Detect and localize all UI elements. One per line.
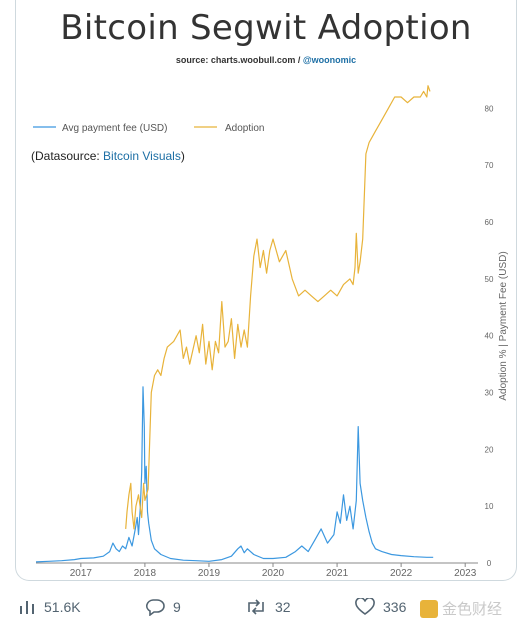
x-tick-label: 2019 <box>198 568 221 579</box>
y-axis-label: Adoption % | Payment Fee (USD) <box>498 251 509 400</box>
series-layer <box>35 85 434 563</box>
reply-action[interactable]: 9 <box>145 592 181 622</box>
series-line-fee <box>35 386 434 563</box>
legend-label-adoption: Adoption <box>225 123 264 134</box>
y-tick-label: 80 <box>485 104 494 113</box>
y-tick-label: 40 <box>485 332 494 341</box>
chart-plot: Avg payment fee (USD) Adoption 2017 2018 2… <box>33 85 509 579</box>
datasource-suffix: ) <box>180 149 185 163</box>
heart-icon <box>355 598 375 615</box>
reply-icon <box>146 599 165 616</box>
datasource-prefix: (Datasource: <box>31 149 104 163</box>
y-axis: 0 10 20 30 40 50 60 70 80 <box>485 104 494 568</box>
tweet-actions: 51.6K 9 32 336 <box>0 592 525 622</box>
y-tick-label: 70 <box>485 161 494 170</box>
series-line-adoption <box>125 85 431 530</box>
x-tick-label: 2021 <box>326 568 349 579</box>
like-action[interactable]: 336 <box>355 592 406 622</box>
source-handle-link[interactable]: @woonomic <box>302 55 357 65</box>
retweet-icon <box>248 599 264 615</box>
x-tick-label: 2022 <box>390 568 413 579</box>
watermark-logo-icon <box>420 599 438 618</box>
like-count: 336 <box>383 599 407 615</box>
legend: Avg payment fee (USD) Adoption <box>33 123 264 134</box>
legend-label-fee: Avg payment fee (USD) <box>62 123 167 134</box>
retweet-action[interactable]: 32 <box>245 592 291 622</box>
y-tick-label: 60 <box>485 218 494 227</box>
source-prefix: source: charts.woobull.com / <box>175 55 303 65</box>
x-axis: 2017 2018 2019 2020 2021 2022 2023 <box>36 562 478 579</box>
chart-title: Bitcoin Segwit Adoption <box>60 8 472 48</box>
datasource-link[interactable]: Bitcoin Visuals <box>103 149 181 163</box>
datasource-note: (Datasource: Bitcoin Visuals) <box>31 149 185 163</box>
x-tick-label: 2017 <box>70 568 93 579</box>
views-icon <box>20 601 34 614</box>
source-line: source: charts.woobull.com / @woonomic <box>16 55 516 65</box>
x-tick-label: 2023 <box>454 568 477 579</box>
x-tick-label: 2018 <box>134 568 157 579</box>
retweet-count: 32 <box>275 599 291 615</box>
chart-card: Bitcoin Segwit Adoption source: charts.w… <box>15 0 517 581</box>
views-count: 51.6K <box>44 599 81 615</box>
y-tick-label: 20 <box>485 445 494 454</box>
watermark-text: 金色财经 <box>442 600 503 618</box>
x-tick-label: 2020 <box>262 568 285 579</box>
y-tick-label: 10 <box>485 502 494 511</box>
reply-count: 9 <box>173 599 181 615</box>
watermark: 金色财经 <box>420 598 502 619</box>
y-tick-label: 30 <box>485 389 494 398</box>
y-tick-label: 0 <box>487 559 492 568</box>
y-tick-label: 50 <box>485 275 494 284</box>
views-action[interactable]: 51.6K <box>18 592 81 622</box>
